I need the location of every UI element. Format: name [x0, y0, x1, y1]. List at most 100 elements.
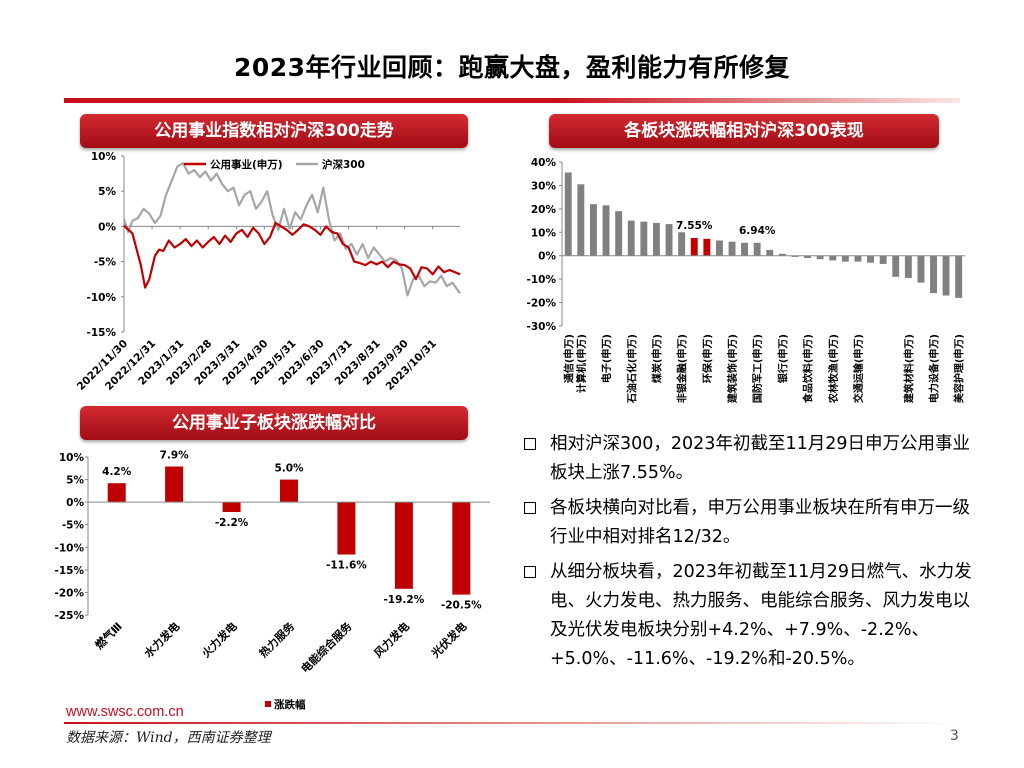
subsector-chart-header: 公用事业子板块涨跌幅对比	[80, 406, 468, 440]
data-label: 5.0%	[274, 463, 304, 475]
page-title: 2023年行业回顾：跑赢大盘，盈利能力有所修复	[233, 53, 791, 82]
x-tick-label: 美容护理(申万)	[953, 334, 966, 403]
bar	[955, 255, 963, 298]
website-link[interactable]: www.swsc.com.cn	[66, 704, 184, 720]
y-tick-label: -10%	[527, 274, 557, 286]
bar	[841, 255, 849, 262]
bar	[930, 255, 937, 294]
bullet-text: 各板块横向对比看，申万公用事业板块在所有申万一级行业中相对排名12/32。	[550, 498, 970, 547]
x-tick-label: 热力服务	[256, 619, 298, 661]
bar	[854, 255, 862, 262]
data-label: 6.94%	[739, 225, 776, 237]
bar	[678, 232, 686, 256]
bar	[665, 224, 673, 256]
x-tick-label: 环保(申万)	[701, 334, 714, 383]
x-tick-label: 非银金融(申万)	[676, 334, 689, 403]
bar	[879, 255, 887, 264]
bar	[602, 205, 610, 256]
y-tick-label: -10%	[55, 542, 85, 554]
footer-rule	[64, 722, 964, 724]
legend-swatch	[265, 701, 271, 707]
x-tick-label: 食品饮料(申万)	[802, 334, 815, 404]
x-tick-label: 国防军工(申万)	[751, 334, 764, 403]
y-tick-label: 5%	[66, 475, 84, 487]
x-tick-label: 电能综合服务	[298, 619, 355, 676]
y-tick-label: -15%	[55, 565, 85, 577]
bar	[394, 502, 413, 589]
bullet-item: 各板块横向对比看，申万公用事业板块在所有申万一级行业中相对排名12/32。	[524, 494, 984, 552]
x-tick-label: 银行(申万)	[776, 334, 789, 383]
bar	[892, 255, 900, 277]
bar	[716, 240, 723, 256]
bar	[615, 211, 623, 256]
x-tick-label: 建筑装饰(申万)	[726, 334, 739, 404]
data-label: -11.6%	[326, 560, 367, 572]
y-tick-label: 40%	[531, 157, 557, 169]
y-tick-label: 5%	[98, 186, 116, 198]
bar	[222, 502, 241, 512]
bullet-text: 相对沪深300，2023年初截至11月29日申万公用事业板块上涨7.55%。	[550, 434, 970, 483]
x-tick-label: 煤炭(申万)	[650, 334, 663, 383]
x-tick-label: 2023/10/31	[384, 338, 439, 393]
y-tick-label: 30%	[531, 180, 557, 192]
y-tick-label: 10%	[91, 151, 117, 163]
bar	[280, 479, 298, 503]
x-tick-label: 光伏发电	[428, 619, 470, 661]
bullet-list: 相对沪深300，2023年初截至11月29日申万公用事业板块上涨7.55%。 各…	[524, 430, 984, 680]
legend-label: 涨跌幅	[274, 698, 306, 711]
y-tick-label: 20%	[531, 204, 557, 216]
x-tick-label: 交通运输(申万)	[852, 334, 865, 403]
y-tick-label: -30%	[527, 321, 557, 333]
x-tick-label: 火力发电	[199, 619, 240, 660]
bar	[640, 221, 648, 256]
y-tick-label: -25%	[55, 610, 85, 622]
sector-relative-bar-chart: 40% 30% 20% 10% 0% -10% -20% -30% 7.55% 6.94% 通信(申…	[527, 157, 966, 404]
bar	[904, 255, 912, 278]
y-tick-label: 0%	[66, 497, 84, 509]
checkbox-bullet-icon	[524, 566, 536, 578]
data-label: 7.9%	[160, 449, 190, 461]
bar	[753, 242, 761, 256]
x-tick-label: 风力发电	[371, 619, 412, 660]
bar	[778, 253, 786, 256]
bar	[867, 255, 874, 263]
y-tick-label: 0%	[538, 251, 556, 263]
bar	[627, 220, 635, 256]
bar	[942, 255, 950, 296]
data-source: 数据来源：Wind，西南证券整理	[66, 730, 271, 746]
data-label: -19.2%	[383, 594, 424, 606]
bar	[590, 204, 597, 256]
y-tick-label: -20%	[55, 587, 85, 599]
bar	[829, 255, 837, 261]
legend-label: 公用事业(申万)	[210, 158, 283, 171]
x-tick-label: 电子(申万)	[600, 334, 613, 383]
checkbox-bullet-icon	[524, 502, 536, 514]
bar	[816, 255, 824, 260]
x-tick-label: 计算机(申万)	[575, 334, 588, 393]
data-label: 4.2%	[102, 466, 132, 478]
bar	[728, 241, 736, 256]
page-number: 3	[950, 728, 959, 744]
title-rule	[64, 98, 960, 103]
x-tick-label: 通信(申万)	[562, 334, 575, 383]
x-tick-label: 电力设备(申万)	[928, 334, 941, 403]
index-chart-header: 公用事业指数相对沪深300走势	[80, 114, 468, 148]
bar	[564, 172, 572, 256]
bullet-item: 相对沪深300，2023年初截至11月29日申万公用事业板块上涨7.55%。	[524, 430, 984, 488]
x-tick-label: 建筑材料(申万)	[902, 334, 915, 404]
bar	[577, 184, 585, 256]
y-tick-label: -5%	[62, 520, 85, 532]
sector-chart-header: 各板块涨跌幅相对沪深300表现	[549, 114, 939, 148]
bar	[741, 242, 748, 256]
y-tick-label: 10%	[531, 227, 557, 239]
data-label: -20.5%	[441, 600, 482, 612]
y-tick-label: 10%	[59, 452, 85, 464]
y-tick-label: -15%	[87, 327, 117, 339]
data-label: 7.55%	[676, 220, 713, 232]
x-tick-label: 农林牧渔(申万)	[827, 334, 840, 404]
bar	[653, 222, 660, 256]
bar	[703, 238, 711, 256]
series-line-utilities	[123, 221, 461, 289]
x-tick-label: 水力发电	[141, 619, 182, 660]
checkbox-bullet-icon	[524, 438, 536, 450]
